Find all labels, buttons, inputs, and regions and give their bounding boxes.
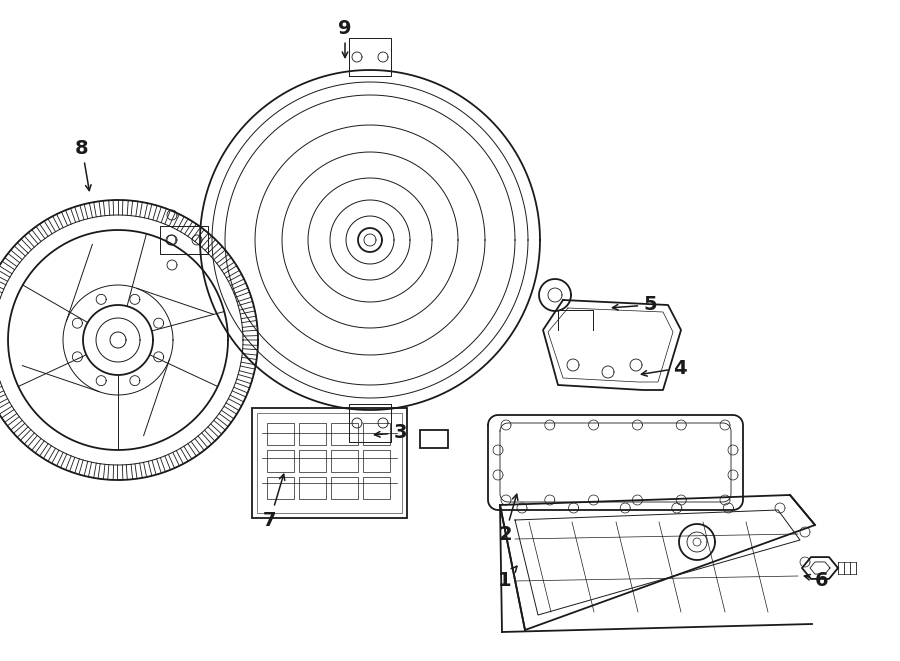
Bar [331, 450, 358, 472]
Bar [363, 423, 390, 445]
Bar [420, 430, 448, 448]
Text: 4: 4 [642, 358, 687, 377]
Bar [252, 408, 407, 518]
Text: 7: 7 [263, 475, 284, 529]
Bar [267, 477, 294, 499]
Text: 2: 2 [499, 494, 517, 545]
Bar [299, 423, 326, 445]
Bar [363, 477, 390, 499]
Text: 3: 3 [374, 424, 407, 442]
Text: 1: 1 [499, 566, 517, 590]
Text: 6: 6 [805, 570, 829, 590]
Text: 5: 5 [613, 295, 657, 315]
Bar [331, 477, 358, 499]
Bar [267, 423, 294, 445]
Bar [299, 477, 326, 499]
Bar [331, 423, 358, 445]
Bar [299, 450, 326, 472]
Text: 9: 9 [338, 19, 352, 58]
Bar [257, 413, 402, 513]
Bar [363, 450, 390, 472]
Text: 8: 8 [76, 139, 91, 190]
Bar [267, 450, 294, 472]
